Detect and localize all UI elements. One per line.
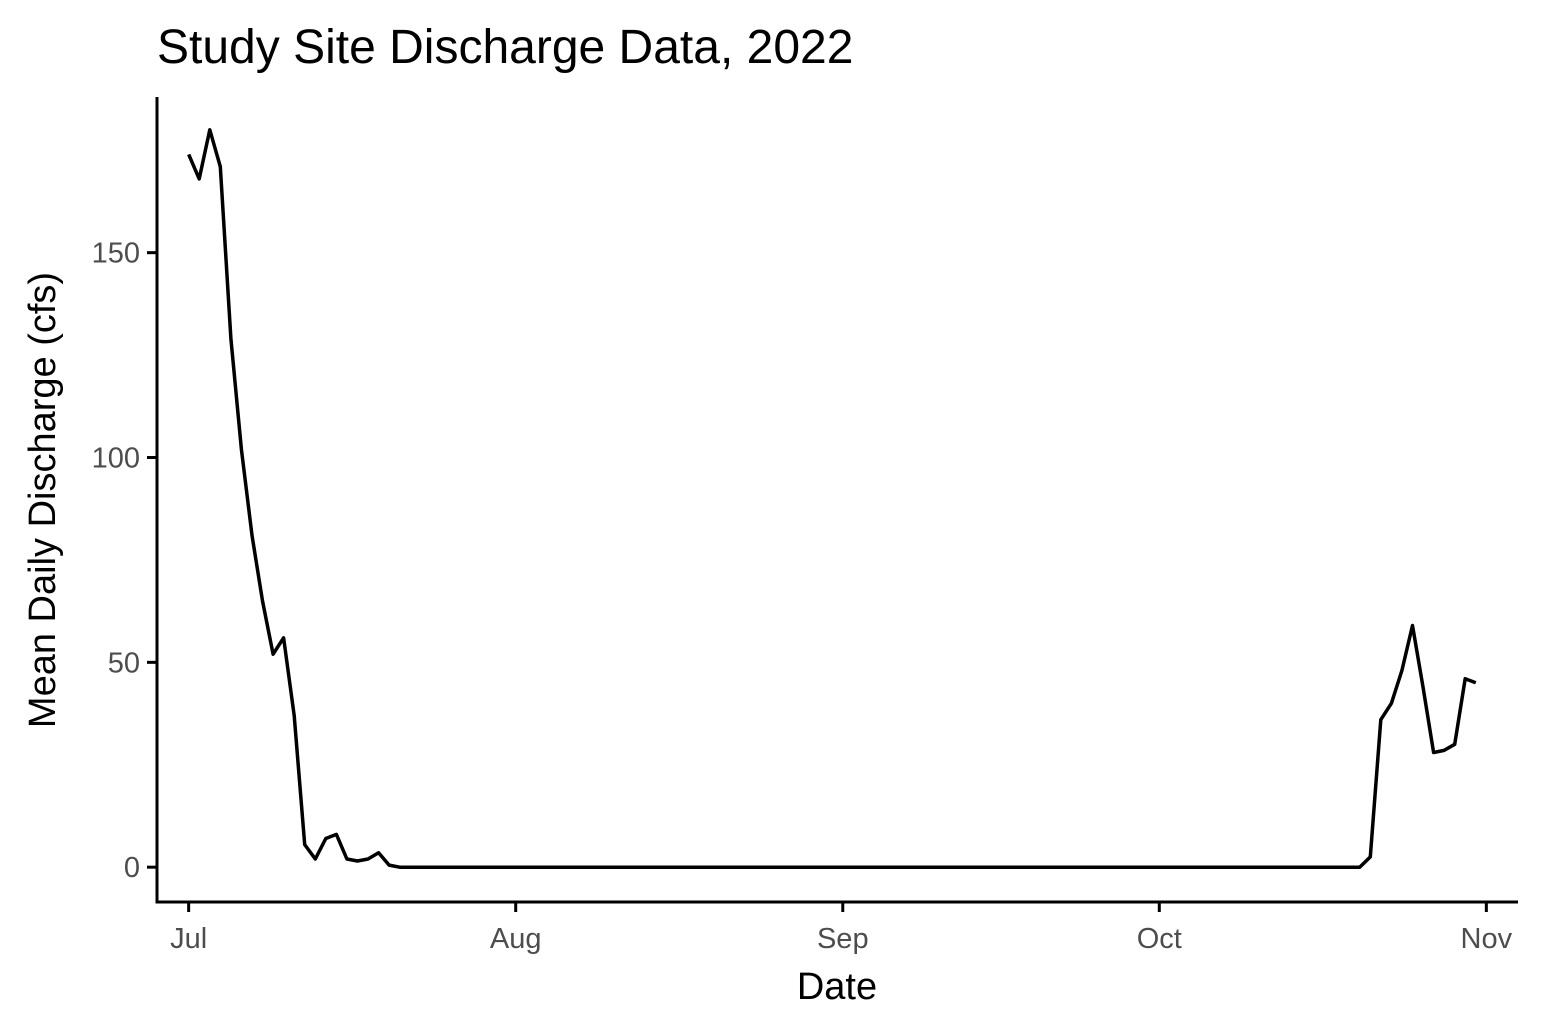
x-tick-label: Nov xyxy=(1461,923,1513,955)
y-tick-label: 50 xyxy=(108,647,140,679)
x-tick-label: Jul xyxy=(170,923,207,955)
y-tick-label: 0 xyxy=(124,852,140,884)
y-axis-ticks: 0 50 100 150 xyxy=(92,238,157,884)
x-tick-label: Aug xyxy=(490,923,542,955)
chart-title: Study Site Discharge Data, 2022 xyxy=(157,21,853,74)
discharge-series-line xyxy=(187,128,1477,869)
x-tick-label: Oct xyxy=(1137,923,1182,955)
x-axis-title: Date xyxy=(797,966,877,1008)
y-tick-label: 150 xyxy=(92,238,140,270)
y-tick-label: 100 xyxy=(92,443,140,475)
y-axis-title: Mean Daily Discharge (cfs) xyxy=(22,272,64,728)
x-tick-label: Sep xyxy=(817,923,869,955)
x-axis-ticks: Jul Aug Sep Oct Nov xyxy=(170,902,1513,955)
